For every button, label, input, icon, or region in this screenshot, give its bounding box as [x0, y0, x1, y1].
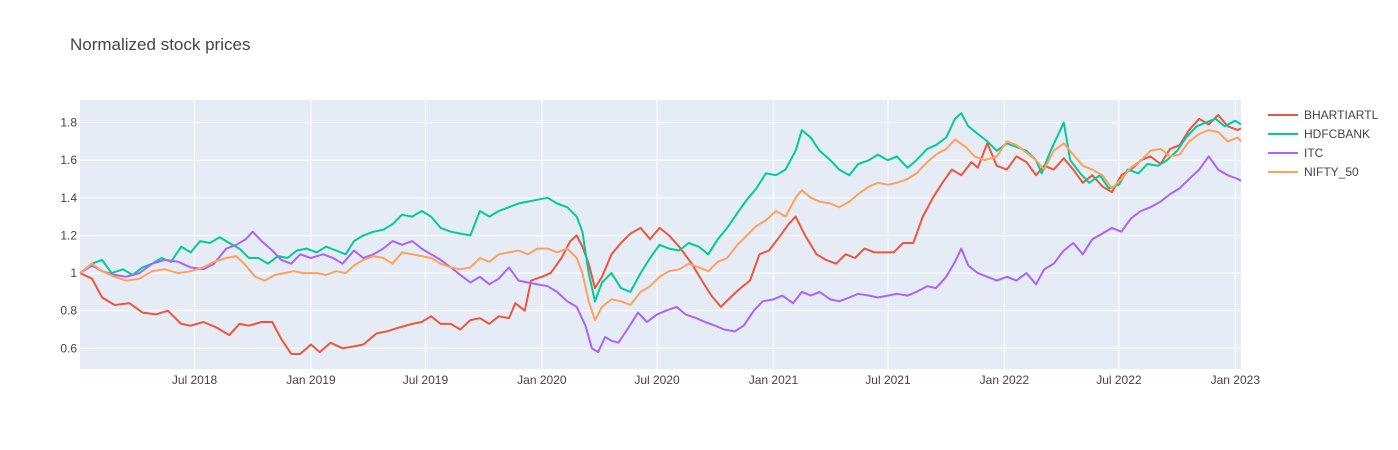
series-line-hdfcbank [79, 112, 1242, 303]
x-tick-label: Jan 2019 [286, 373, 336, 387]
x-tick-label: Jul 2019 [403, 373, 449, 387]
y-tick-label: 1 [70, 266, 77, 280]
series-line-itc [79, 155, 1242, 354]
x-tick-label: Jul 2020 [634, 373, 680, 387]
x-tick-label: Jul 2018 [172, 373, 218, 387]
x-tick-label: Jul 2022 [1096, 373, 1142, 387]
x-tick-label: Jan 2020 [517, 373, 567, 387]
x-tick-label: Jan 2021 [749, 373, 799, 387]
y-tick-label: 0.8 [60, 304, 77, 318]
x-axis: Jul 2018 Jan 2019 Jul 2019 Jan 2020 Jul 2020… [172, 373, 1260, 387]
y-tick-label: 0.6 [60, 341, 77, 355]
y-axis: 0.6 0.8 1 1.2 1.4 1.6 1.8 [60, 116, 77, 356]
legend-label-hdfcbank: HDFCBANK [1304, 127, 1370, 141]
legend-label-bhartiartl: BHARTIARTL [1304, 108, 1379, 122]
y-tick-label: 1.4 [60, 191, 77, 205]
y-tick-label: 1.6 [60, 153, 77, 167]
x-tick-label: Jan 2023 [1211, 373, 1261, 387]
series-line-bhartiartl [79, 114, 1242, 355]
y-tick-label: 1.2 [60, 228, 77, 242]
x-tick-label: Jan 2022 [980, 373, 1030, 387]
chart-title: Normalized stock prices [70, 35, 250, 54]
series-line-nifty-50 [79, 129, 1242, 322]
y-tick-label: 1.8 [60, 116, 77, 130]
x-tick-label: Jul 2021 [865, 373, 911, 387]
legend-label-nifty-50: NIFTY_50 [1304, 165, 1359, 179]
legend: BHARTIARTL HDFCBANK ITC NIFTY_50 [1268, 108, 1379, 179]
legend-label-itc: ITC [1304, 146, 1324, 160]
series-lines [79, 112, 1242, 355]
